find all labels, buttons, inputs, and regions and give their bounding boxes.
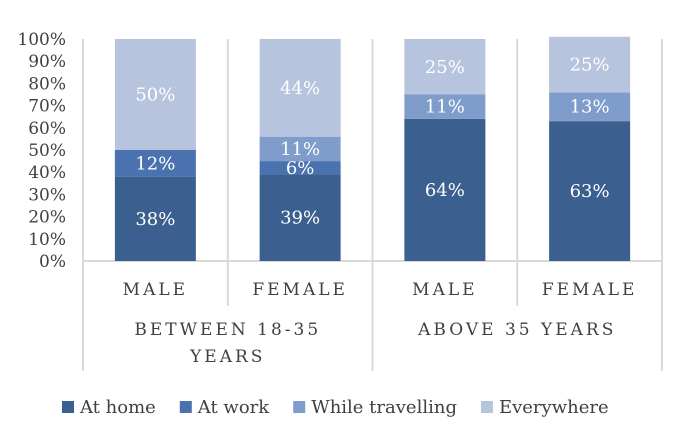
y-tick-label: 60% — [28, 119, 66, 139]
bar-segment — [404, 94, 486, 119]
data-label: 38% — [135, 209, 175, 230]
category-label: FEMALE — [542, 280, 638, 300]
data-label: 44% — [280, 78, 320, 99]
data-label: 6% — [286, 158, 315, 179]
data-label: 50% — [135, 85, 175, 106]
legend-swatch — [480, 401, 493, 413]
data-label: 25% — [425, 57, 465, 78]
category-label: MALE — [412, 280, 477, 300]
bar-segment — [404, 39, 486, 95]
y-tick-label: 30% — [28, 185, 66, 205]
bar-segment — [114, 150, 196, 177]
bar-segment — [259, 39, 341, 137]
legend-label: While travelling — [311, 397, 457, 418]
bars: 38%12%50%39%6%11%44%64%11%25%63%13%25% — [114, 36, 631, 261]
y-tick-label: 50% — [28, 141, 66, 161]
data-label: 63% — [570, 181, 610, 202]
data-label: 13% — [570, 97, 610, 118]
group-label: YEARS — [189, 347, 265, 367]
category-label: FEMALE — [252, 280, 348, 300]
data-label: 11% — [425, 97, 465, 118]
bar-segment — [259, 136, 341, 162]
data-label: 64% — [425, 180, 465, 201]
data-label: 11% — [280, 139, 320, 160]
axes: 0%10%20%30%40%50%60%70%80%90%100% — [17, 30, 663, 371]
bar-segment — [114, 39, 196, 150]
data-label: 25% — [570, 55, 610, 76]
y-tick-label: 20% — [28, 208, 66, 228]
data-label: 12% — [135, 153, 175, 174]
legend-label: At home — [79, 397, 156, 418]
y-tick-label: 70% — [28, 97, 66, 117]
bar-segment — [114, 176, 196, 261]
y-tick-label: 100% — [17, 30, 66, 50]
legend-label: At work — [197, 397, 270, 418]
category-label: MALE — [123, 280, 188, 300]
legend-label: Everywhere — [499, 397, 609, 418]
legend-swatch — [179, 401, 192, 413]
group-label: BETWEEN 18-35 — [134, 320, 321, 340]
bar-segment — [259, 174, 341, 261]
y-tick-label: 0% — [39, 252, 66, 272]
y-tick-label: 80% — [28, 74, 66, 94]
bar-segment — [549, 121, 631, 261]
group-label: ABOVE 35 YEARS — [417, 320, 616, 340]
legend: At home At work While travelling Everywhere — [62, 397, 609, 418]
y-tick-label: 40% — [28, 163, 66, 183]
bar-segment — [549, 92, 631, 122]
y-tick-label: 90% — [28, 52, 66, 72]
bar-segment — [549, 36, 631, 93]
x-axis-labels: MALE FEMALE MALE FEMALE BETWEEN 18-35 YEARS AB… — [123, 280, 638, 367]
y-tick-label: 10% — [28, 230, 66, 250]
data-label: 39% — [280, 208, 320, 229]
legend-swatch — [293, 401, 306, 413]
bar-segment — [259, 161, 341, 175]
bar-segment — [404, 118, 486, 261]
legend-swatch — [62, 401, 74, 413]
